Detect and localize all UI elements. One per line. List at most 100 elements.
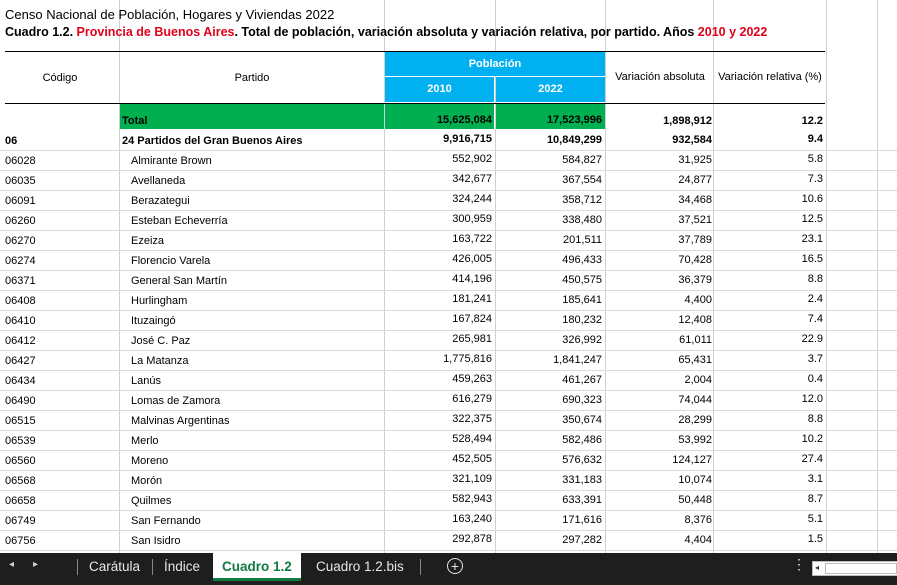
- row-abs[interactable]: 12,408: [678, 314, 712, 326]
- row-code[interactable]: 06410: [5, 315, 36, 327]
- row-partido[interactable]: José C. Paz: [131, 335, 191, 347]
- row-abs[interactable]: 10,074: [678, 474, 712, 486]
- row-2010[interactable]: 414,196: [452, 273, 492, 285]
- row-abs[interactable]: 4,404: [684, 534, 712, 546]
- row-rel[interactable]: 3.1: [807, 473, 823, 485]
- row-rel[interactable]: 23.1: [801, 233, 823, 245]
- total-rel[interactable]: 12.2: [801, 115, 823, 127]
- gba-rel[interactable]: 9.4: [807, 133, 823, 145]
- row-2010[interactable]: 528,494: [452, 433, 492, 445]
- row-code[interactable]: 06749: [5, 515, 36, 527]
- row-partido[interactable]: Ituzaingó: [131, 315, 176, 327]
- row-rel[interactable]: 8.8: [807, 273, 823, 285]
- row-abs[interactable]: 4,400: [684, 294, 712, 306]
- row-2010[interactable]: 342,677: [452, 173, 492, 185]
- row-2022[interactable]: 180,232: [562, 314, 602, 326]
- row-code[interactable]: 06091: [5, 195, 36, 207]
- row-2010[interactable]: 321,109: [452, 473, 492, 485]
- header-2010[interactable]: 2010: [385, 77, 494, 102]
- row-2010[interactable]: 552,902: [452, 153, 492, 165]
- row-rel[interactable]: 10.2: [801, 433, 823, 445]
- row-abs[interactable]: 28,299: [678, 414, 712, 426]
- add-sheet-icon[interactable]: +: [447, 558, 463, 574]
- tab-cuadro-1-2[interactable]: Cuadro 1.2: [213, 553, 301, 581]
- gba-2010[interactable]: 9,916,715: [443, 133, 492, 145]
- row-2022[interactable]: 584,827: [562, 154, 602, 166]
- row-abs[interactable]: 24,877: [678, 174, 712, 186]
- row-partido[interactable]: Lomas de Zamora: [131, 395, 221, 407]
- row-2010[interactable]: 167,824: [452, 313, 492, 325]
- row-2022[interactable]: 690,323: [562, 394, 602, 406]
- row-rel[interactable]: 8.7: [807, 493, 823, 505]
- row-2022[interactable]: 326,992: [562, 334, 602, 346]
- row-abs[interactable]: 124,127: [672, 454, 712, 466]
- row-code[interactable]: 06568: [5, 475, 36, 487]
- row-partido[interactable]: Hurlingham: [131, 295, 188, 307]
- row-abs[interactable]: 2,004: [684, 374, 712, 386]
- row-rel[interactable]: 5.8: [807, 153, 823, 165]
- row-code[interactable]: 06028: [5, 155, 36, 167]
- row-partido[interactable]: Quilmes: [131, 495, 172, 507]
- row-rel[interactable]: 12.0: [801, 393, 823, 405]
- row-partido[interactable]: Avellaneda: [131, 175, 186, 187]
- row-2022[interactable]: 338,480: [562, 214, 602, 226]
- row-partido[interactable]: Moreno: [131, 455, 169, 467]
- scrollbar-thumb[interactable]: [825, 563, 897, 574]
- row-2022[interactable]: 201,511: [563, 234, 602, 246]
- row-code[interactable]: 06560: [5, 455, 36, 467]
- row-code[interactable]: 06427: [5, 355, 36, 367]
- total-2010[interactable]: 15,625,084: [436, 114, 492, 126]
- row-partido[interactable]: Berazategui: [131, 195, 190, 207]
- header-variacion-relativa[interactable]: Variación relativa (%): [718, 71, 822, 83]
- row-code[interactable]: 06490: [5, 395, 36, 407]
- row-partido[interactable]: Esteban Echeverría: [131, 215, 228, 227]
- row-2010[interactable]: 322,375: [452, 413, 492, 425]
- row-abs[interactable]: 74,044: [678, 394, 712, 406]
- row-code[interactable]: 06756: [5, 535, 36, 547]
- row-2022[interactable]: 185,641: [562, 294, 602, 306]
- tab-indice[interactable]: Índice: [164, 559, 201, 574]
- total-2022[interactable]: 17,523,996: [546, 114, 602, 126]
- scroll-tabs-left-icon[interactable]: ◂: [9, 559, 15, 570]
- scroll-left-icon[interactable]: ◂: [815, 563, 820, 572]
- row-2010[interactable]: 426,005: [452, 253, 492, 265]
- row-abs[interactable]: 53,992: [678, 434, 712, 446]
- total-label[interactable]: Total: [122, 115, 148, 127]
- row-2022[interactable]: 358,712: [562, 194, 602, 206]
- row-2010[interactable]: 163,240: [452, 513, 492, 525]
- row-2022[interactable]: 450,575: [562, 274, 602, 286]
- row-abs[interactable]: 31,925: [678, 154, 712, 166]
- row-2022[interactable]: 576,632: [562, 454, 602, 466]
- gba-abs[interactable]: 932,584: [672, 134, 712, 146]
- row-2022[interactable]: 331,183: [562, 474, 602, 486]
- row-2010[interactable]: 616,279: [452, 393, 492, 405]
- row-abs[interactable]: 61,011: [679, 334, 712, 346]
- row-partido[interactable]: San Isidro: [131, 535, 181, 547]
- header-codigo[interactable]: Código: [42, 72, 78, 84]
- row-2010[interactable]: 582,943: [452, 493, 492, 505]
- row-2022[interactable]: 367,554: [562, 174, 602, 186]
- row-2022[interactable]: 171,616: [562, 514, 602, 526]
- total-abs[interactable]: 1,898,912: [663, 115, 712, 127]
- row-rel[interactable]: 22.9: [801, 333, 823, 345]
- row-code[interactable]: 06434: [5, 375, 36, 387]
- row-partido[interactable]: Merlo: [131, 435, 159, 447]
- row-2022[interactable]: 496,433: [562, 254, 602, 266]
- row-2010[interactable]: 1,775,816: [443, 353, 492, 365]
- row-partido[interactable]: San Fernando: [131, 515, 201, 527]
- row-2022[interactable]: 297,282: [562, 534, 602, 546]
- row-2022[interactable]: 461,267: [562, 374, 602, 386]
- scroll-tabs-right-icon[interactable]: ▸: [33, 559, 39, 570]
- row-code[interactable]: 06515: [5, 415, 36, 427]
- row-abs[interactable]: 36,379: [678, 274, 712, 286]
- header-2022[interactable]: 2022: [496, 77, 605, 102]
- row-2010[interactable]: 459,263: [452, 373, 492, 385]
- row-2022[interactable]: 350,674: [562, 414, 602, 426]
- row-rel[interactable]: 7.4: [807, 313, 823, 325]
- row-partido[interactable]: Morón: [131, 475, 163, 487]
- row-rel[interactable]: 0.4: [807, 373, 823, 385]
- row-code[interactable]: 06371: [5, 275, 36, 287]
- row-code[interactable]: 06539: [5, 435, 36, 447]
- row-code[interactable]: 06035: [5, 175, 36, 187]
- row-partido[interactable]: General San Martín: [131, 275, 227, 287]
